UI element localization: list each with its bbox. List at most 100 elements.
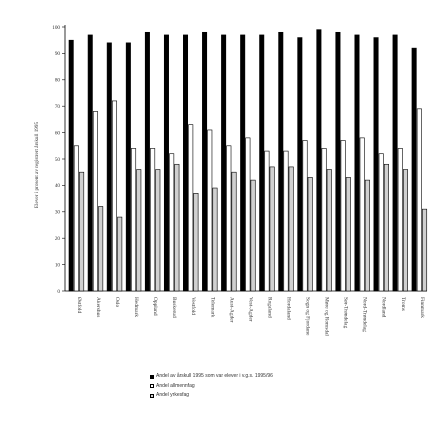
legend-item: Andel allmennfag xyxy=(150,382,273,392)
y-axis-label: Elever i prosent av registrert årskull 1… xyxy=(33,122,40,209)
x-tick-labels: Østfold Akershus Oslo Hedmark Oppland Buskeru… xyxy=(76,297,425,336)
bar xyxy=(378,153,384,292)
x-tick-label: Vestfold xyxy=(190,297,197,315)
bar xyxy=(402,169,408,292)
x-tick-label: Finnmark xyxy=(419,297,425,318)
x-tick-label: Oppland xyxy=(152,297,158,316)
bar xyxy=(174,163,180,292)
bar xyxy=(416,108,422,292)
bar xyxy=(169,153,175,292)
bar xyxy=(373,37,379,292)
bar xyxy=(316,29,322,292)
bar xyxy=(302,140,308,292)
x-tick-label: Nordland xyxy=(381,297,387,318)
x-tick-label: Sør-Trøndelag xyxy=(343,297,349,328)
bar xyxy=(321,148,327,292)
bar xyxy=(73,145,79,292)
bar xyxy=(335,31,341,292)
y-tick-label: 30 xyxy=(55,210,61,216)
x-tick-label: Oslo xyxy=(114,297,120,307)
x-tick-label: Vest-Agder xyxy=(247,297,253,322)
bar xyxy=(125,42,131,292)
bar xyxy=(364,179,370,292)
bar xyxy=(202,31,208,292)
bar xyxy=(183,34,189,292)
bar xyxy=(221,34,227,292)
bar xyxy=(383,163,389,292)
legend-label: Andel yrkesfag xyxy=(156,392,190,398)
bar xyxy=(397,148,403,292)
bar xyxy=(297,37,303,292)
y-tick-label: 90 xyxy=(55,51,61,57)
bar xyxy=(307,177,313,292)
bar xyxy=(98,206,104,292)
bar xyxy=(150,148,156,292)
bar xyxy=(231,171,237,292)
bar xyxy=(212,187,218,292)
x-tick-label: Nord-Trøndelag xyxy=(362,297,368,332)
x-tick-label: Akershus xyxy=(95,297,101,317)
bar xyxy=(117,216,123,292)
x-tick-label: Troms xyxy=(400,297,406,311)
x-tick-label: Rogaland xyxy=(266,297,272,318)
bar xyxy=(278,31,284,292)
bar xyxy=(136,169,142,292)
bar xyxy=(345,177,351,292)
y-tick-label: 40 xyxy=(55,183,61,189)
bar xyxy=(131,148,137,292)
y-ticks: 0 10 20 30 40 50 60 70 80 90 100 xyxy=(52,25,65,295)
bar xyxy=(207,129,213,292)
legend-swatch xyxy=(150,384,154,389)
bar xyxy=(155,169,161,292)
legend-swatch xyxy=(150,374,154,379)
bar xyxy=(340,140,346,292)
bar xyxy=(92,111,98,292)
x-tick-label: Østfold xyxy=(76,297,83,313)
x-tick-label: Sogn og Fjordane xyxy=(305,297,311,336)
bars xyxy=(68,29,428,292)
bar xyxy=(193,193,199,292)
bar xyxy=(68,39,74,292)
legend-item: Andel av årskull 1995 som var elever i v… xyxy=(150,372,273,382)
y-tick-label: 50 xyxy=(55,157,61,163)
bar xyxy=(79,171,85,292)
bar xyxy=(87,34,93,292)
legend-label: Andel allmennfag xyxy=(156,382,195,389)
bar xyxy=(226,145,232,292)
bar xyxy=(269,166,275,292)
x-tick-label: Buskerud xyxy=(171,297,177,318)
bar xyxy=(326,169,332,292)
y-tick-label: 10 xyxy=(55,262,61,268)
bar xyxy=(245,137,251,292)
y-tick-label: 20 xyxy=(55,236,61,242)
x-tick-label: Telemark xyxy=(209,297,215,318)
y-tick-label: 100 xyxy=(52,25,60,31)
x-tick-label: Møre og Romsdal xyxy=(324,297,330,336)
y-tick-label: 60 xyxy=(55,130,61,136)
x-tick-label: Hedmark xyxy=(133,297,139,317)
bar xyxy=(411,47,417,292)
bar xyxy=(264,150,270,292)
bar xyxy=(188,124,194,292)
legend-label: Andel av årskull 1995 som var elever i v… xyxy=(156,373,273,379)
bar xyxy=(240,34,246,292)
bar xyxy=(106,42,112,292)
legend-item: Andel yrkesfag xyxy=(150,391,273,401)
bar xyxy=(354,34,360,292)
bar xyxy=(283,150,289,292)
bar xyxy=(288,166,294,292)
x-tick-label: Aust-Agder xyxy=(228,297,234,323)
x-tick-label: Hordaland xyxy=(285,297,291,320)
legend: Andel av årskull 1995 som var elever i v… xyxy=(150,372,273,401)
bar xyxy=(144,31,150,292)
y-tick-label: 80 xyxy=(55,78,61,84)
y-tick-label: 70 xyxy=(55,104,61,110)
bar xyxy=(422,208,428,292)
bar xyxy=(259,34,265,292)
bar xyxy=(163,34,169,292)
bar xyxy=(392,34,398,292)
bar xyxy=(250,179,256,292)
y-tick-label: 0 xyxy=(57,289,60,295)
bar xyxy=(112,100,118,292)
